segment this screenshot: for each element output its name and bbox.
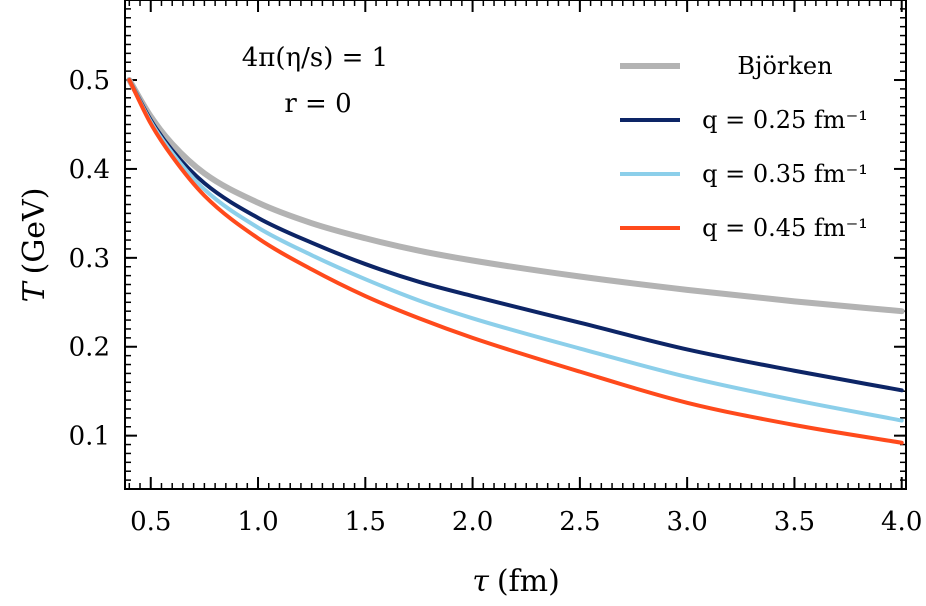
y-tick-label: 0.1 — [69, 422, 110, 452]
series-line-bjorken — [126, 77, 905, 315]
curves — [126, 77, 905, 445]
annotation-viscosity: 4π(η/s) = 1 — [242, 43, 388, 73]
legend: Björken q = 0.25 fm⁻¹ q = 0.35 fm⁻¹ q = 0.4… — [620, 52, 868, 242]
x-tick-label: 3.0 — [666, 507, 707, 537]
y-tick-label: 0.3 — [69, 244, 110, 274]
legend-label-q-045: q = 0.45 fm⁻¹ — [702, 214, 868, 242]
series-line-q-035 — [127, 78, 904, 423]
x-tick-label: 2.5 — [559, 507, 600, 537]
y-tick-label: 0.4 — [69, 155, 110, 185]
x-tick-label: 0.5 — [130, 507, 171, 537]
x-tick-label: 3.5 — [774, 507, 815, 537]
y-tick-label: 0.5 — [69, 66, 110, 96]
series-line-q-045 — [127, 78, 904, 445]
x-axis-title: τ (fm) — [472, 564, 560, 599]
legend-label-bjorken: Björken — [737, 52, 832, 80]
x-tick-label: 2.0 — [452, 507, 493, 537]
x-axis-unit: (fm) — [497, 564, 560, 599]
y-axis-title: T (GeV) — [17, 188, 52, 303]
x-tick-label: 1.5 — [345, 507, 386, 537]
axis-ticks: 0.5 1.0 1.5 2.0 2.5 3.0 3.5 4.0 0.1 0.2 0.3 0.4 0.5 — [69, 0, 922, 537]
y-axis-symbol: T — [17, 280, 52, 302]
y-axis-unit: (GeV) — [17, 188, 52, 275]
x-axis-symbol: τ — [472, 564, 489, 599]
x-tick-label: 4.0 — [881, 507, 922, 537]
legend-label-q-035: q = 0.35 fm⁻¹ — [702, 160, 868, 188]
legend-label-q-025: q = 0.25 fm⁻¹ — [702, 106, 868, 134]
y-tick-label: 0.2 — [69, 333, 110, 363]
annotation-r: r = 0 — [284, 89, 351, 119]
x-tick-label: 1.0 — [237, 507, 278, 537]
